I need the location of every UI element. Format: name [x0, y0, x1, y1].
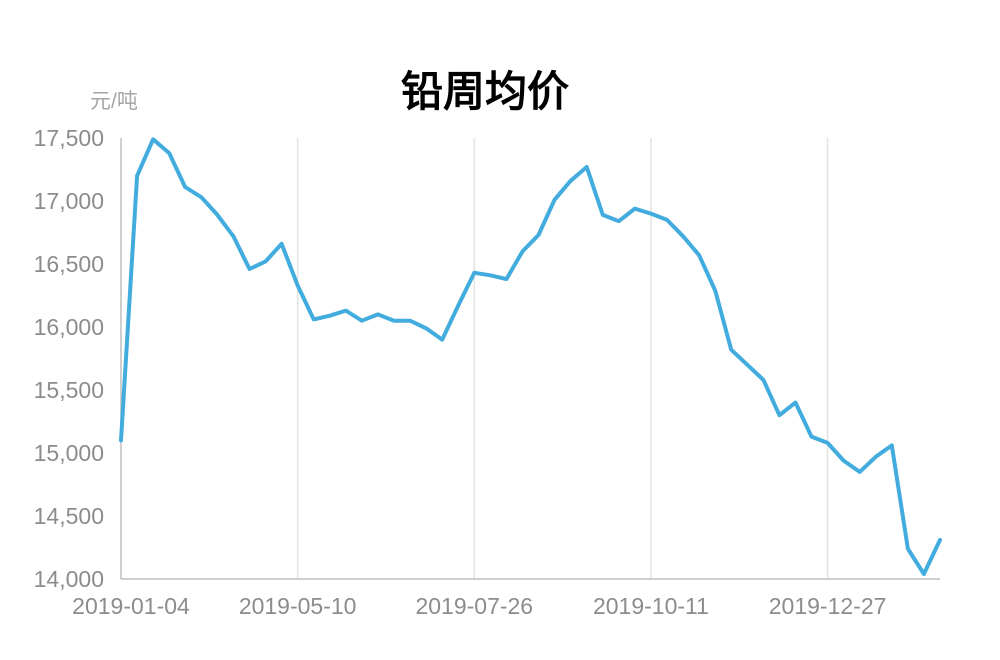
y-tick-label: 17,000: [34, 188, 104, 214]
y-tick-label: 16,000: [34, 314, 104, 340]
x-tick-label: 2019-05-10: [239, 593, 357, 619]
series-line: [119, 137, 942, 576]
x-tick-label: 2019-01-04: [72, 593, 190, 619]
y-tick-label: 14,000: [34, 566, 104, 592]
x-tick-label: 2019-07-26: [415, 593, 533, 619]
chart-title: 铅周均价: [400, 67, 569, 116]
y-tick-label: 14,500: [34, 503, 104, 529]
y-tick-label: 17,500: [34, 125, 104, 151]
y-tick-label: 15,000: [34, 440, 104, 466]
y-tick-label: 15,500: [34, 377, 104, 403]
x-tick-label: 2019-12-27: [769, 593, 887, 619]
x-tick-label: 2019-10-11: [593, 593, 709, 619]
y-axis-unit-label: 元/吨: [90, 90, 138, 113]
y-tick-label: 16,500: [34, 251, 104, 277]
